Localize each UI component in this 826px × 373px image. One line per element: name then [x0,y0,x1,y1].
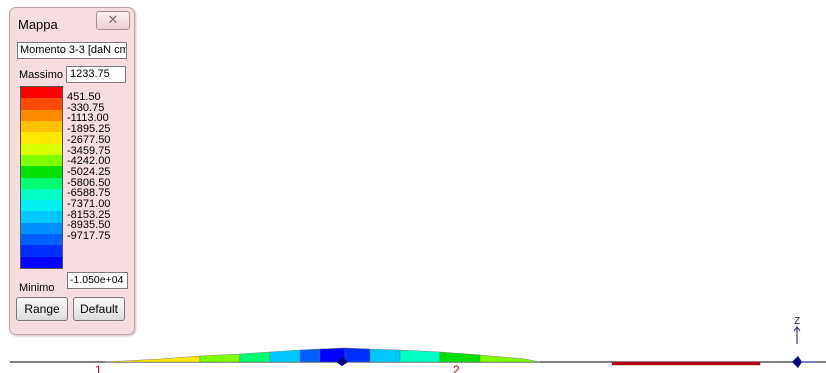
support-marker [792,356,802,368]
scale-value: -8153.25 [67,208,111,221]
palette-title: Mappa [18,17,58,32]
scale-band [21,188,62,201]
scale-band [21,222,62,235]
quantity-selector[interactable]: Momento 3-3 [daN cm] [17,42,127,59]
scale-value: -5024.25 [67,165,111,178]
moment-diagram [104,347,761,366]
scale-band [21,132,62,144]
scale-band [21,98,62,110]
scale-value: -8935.50 [67,219,111,232]
min-label: Minimo [19,282,55,294]
scale-band [21,234,62,246]
scale-band [21,177,62,189]
scale-band [21,87,62,99]
axis-label-z: Z [794,316,800,327]
scale-band [21,143,62,155]
scale-value: -1895.25 [67,123,111,136]
scale-band [21,166,62,178]
scale-value: -4242.00 [67,155,111,168]
range-button[interactable]: Range [16,297,68,321]
close-icon[interactable]: ✕ [96,11,130,30]
max-label: Massimo [19,69,64,81]
scale-value: -6588.75 [67,187,111,200]
scale-band [21,109,62,121]
map-palette-window[interactable]: Mappa ✕ Momento 3-3 [daN cm] Massimo 123… [9,7,135,335]
scale-band [21,154,62,167]
color-scale [20,86,63,269]
node-marker [336,357,348,366]
scale-value: -330.75 [67,101,105,114]
default-button[interactable]: Default [73,297,125,321]
scale-band [21,120,62,133]
scale-value: -7371.00 [67,198,111,211]
max-value-input[interactable]: 1233.75 [66,66,126,83]
min-value-input[interactable]: -1.050e+04 [67,272,128,289]
scale-band [21,211,62,223]
scale-band [21,256,62,268]
scale-value: -9717.75 [67,230,111,243]
scale-value: -2677.50 [67,133,111,146]
scale-value: 451.50 [67,91,101,103]
node-label-1: 1 [95,363,102,373]
scale-value: -3459.75 [67,144,111,157]
scale-band [21,200,62,212]
scale-band [21,245,62,257]
scale-value: -1113.00 [67,112,109,125]
scale-value: -5806.50 [67,176,111,189]
node-label-2: 2 [453,363,460,373]
scale-values: 451.50 -330.75 -1113.00 -1895.25 -2677.50 -34… [67,92,110,242]
